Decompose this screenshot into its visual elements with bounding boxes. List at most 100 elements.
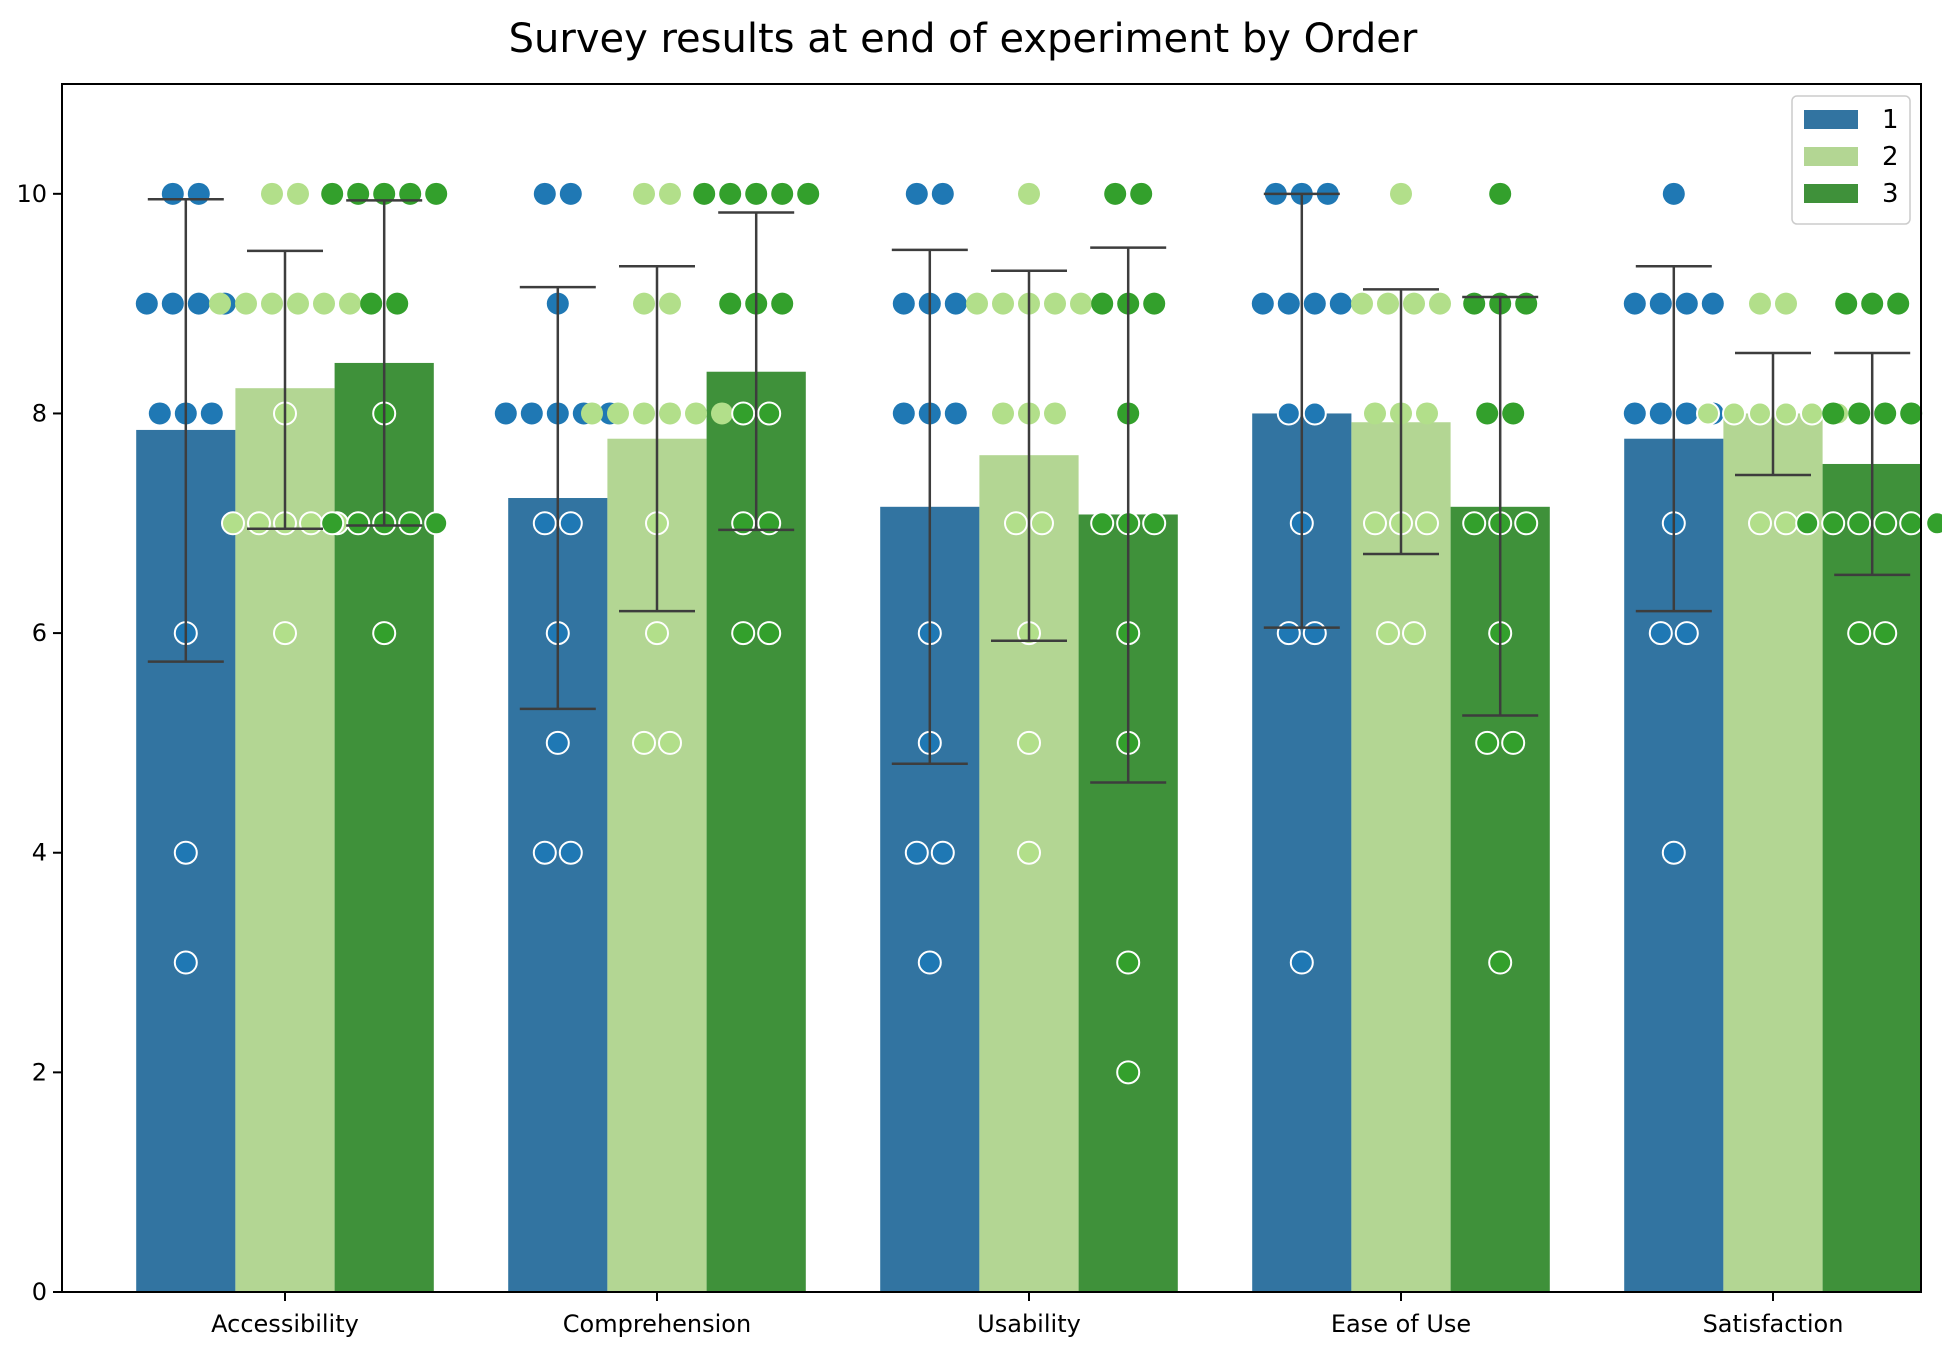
data-point (1004, 511, 1028, 536)
legend-label: 3 (1882, 179, 1899, 209)
data-point (904, 840, 929, 865)
axes-layer: 0 2 4 6 8 10 Accessibility Comprehension Usabili… (16, 180, 1843, 1338)
data-point (1044, 292, 1066, 315)
data-point (1030, 511, 1054, 536)
data-point (992, 402, 1014, 425)
data-point (559, 182, 582, 205)
data-point (1795, 511, 1820, 536)
data-point (1090, 511, 1115, 536)
data-point (1251, 292, 1274, 315)
data-point (1848, 402, 1871, 425)
data-point (1649, 292, 1672, 315)
data-point (1377, 292, 1399, 315)
data-point (944, 292, 967, 315)
data-point (320, 511, 345, 536)
data-point (1390, 182, 1412, 205)
data-point (757, 621, 782, 646)
data-point (719, 292, 742, 315)
data-point (930, 840, 955, 865)
data-point (209, 292, 231, 315)
data-point (1748, 511, 1772, 536)
data-point (1501, 730, 1526, 755)
y-tick-label: 6 (32, 619, 47, 647)
data-point (1376, 621, 1400, 646)
data-point (693, 182, 716, 205)
data-point (1044, 402, 1066, 425)
data-point (659, 292, 681, 315)
data-point (1402, 621, 1426, 646)
data-point (659, 182, 681, 205)
data-point (313, 292, 335, 315)
data-point (1749, 292, 1771, 315)
data-point (966, 292, 988, 315)
data-point (1363, 511, 1387, 536)
data-point (1276, 621, 1301, 646)
data-point (148, 402, 171, 425)
data-point (711, 402, 733, 425)
data-point (745, 182, 768, 205)
data-point (425, 182, 448, 205)
y-tick-label: 8 (32, 399, 47, 427)
data-point (1900, 402, 1923, 425)
data-point (1429, 292, 1451, 315)
data-point (135, 292, 158, 315)
data-point (1847, 511, 1872, 536)
data-point (1696, 401, 1720, 426)
data-point (1648, 621, 1673, 646)
data-point (645, 621, 669, 646)
data-point (1874, 402, 1897, 425)
data-point (757, 401, 782, 426)
data-point (1623, 402, 1646, 425)
chart-title: Survey results at end of experiment by O… (509, 16, 1418, 62)
data-point (545, 730, 570, 755)
data-point (917, 950, 942, 975)
legend-swatch (1804, 184, 1858, 203)
data-point (1800, 401, 1824, 426)
data-point (261, 292, 283, 315)
error-bars-layer (147, 192, 1911, 784)
data-point (771, 182, 794, 205)
bar-accessibility-2 (235, 388, 335, 1292)
x-tick-label: Ease of Use (1331, 1310, 1471, 1338)
data-point (558, 511, 583, 536)
data-point (398, 511, 423, 536)
data-point (1091, 292, 1114, 315)
data-point (1821, 511, 1846, 536)
data-point (1416, 402, 1438, 425)
data-point (424, 511, 449, 536)
data-point (1925, 511, 1942, 536)
data-point (372, 621, 397, 646)
data-point (1649, 402, 1672, 425)
data-point (905, 182, 928, 205)
data-point (161, 182, 184, 205)
data-point (287, 182, 309, 205)
data-point (1415, 511, 1439, 536)
data-point (1623, 292, 1646, 315)
data-point (1303, 292, 1326, 315)
data-point (1116, 950, 1141, 975)
data-point (1661, 840, 1686, 865)
data-point (659, 402, 681, 425)
data-point (1403, 292, 1425, 315)
data-point (1018, 182, 1040, 205)
data-point (187, 182, 210, 205)
bar-ease-of-use-2 (1351, 422, 1451, 1292)
data-point (1289, 950, 1314, 975)
data-point (719, 182, 742, 205)
data-point (533, 182, 556, 205)
data-point (532, 840, 557, 865)
data-point (273, 621, 297, 646)
data-point (607, 402, 629, 425)
data-point (797, 182, 820, 205)
data-point (161, 292, 184, 315)
data-point (1835, 292, 1858, 315)
data-point (1887, 292, 1910, 315)
data-point (346, 511, 371, 536)
data-point (1674, 621, 1699, 646)
data-point (1302, 621, 1327, 646)
data-point (558, 840, 583, 865)
data-point (339, 292, 361, 315)
data-point (1017, 840, 1041, 865)
bar-satisfaction-3 (1822, 463, 1922, 1292)
